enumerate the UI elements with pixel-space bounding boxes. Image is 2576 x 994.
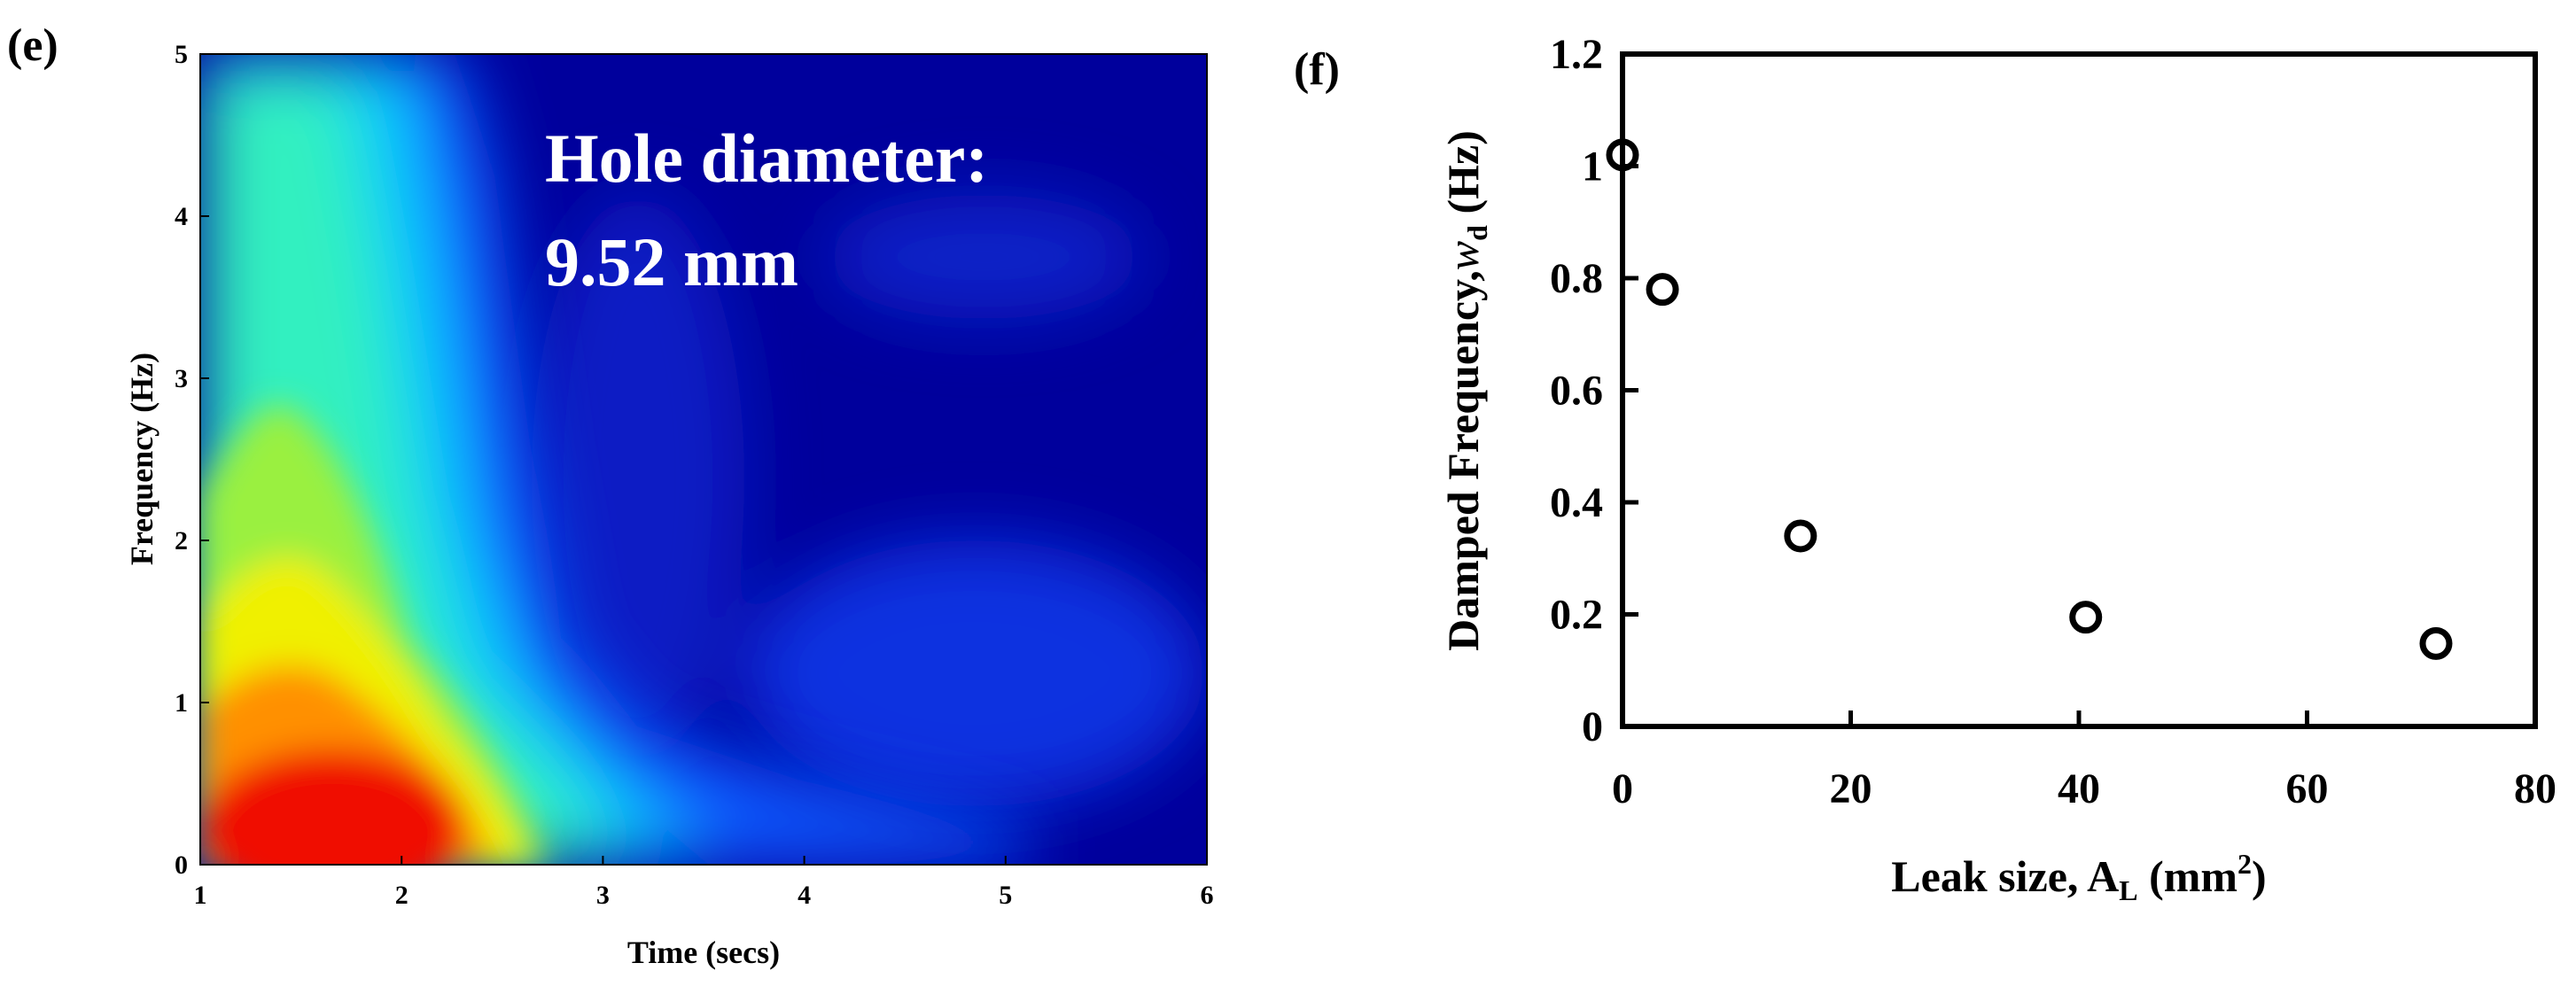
scatter-point [1646,273,1679,307]
heatmap-x-tick-label: 3 [596,881,610,910]
heatmap-x-tick-label: 5 [999,881,1012,910]
scatter-x-tick-label: 20 [1830,765,1872,812]
scatter-x-tick-label: 0 [1612,765,1633,812]
heatmap-y-tick-label: 2 [175,526,188,555]
heatmap-x-ticks: 1 2 3 4 5 6 [194,856,1214,910]
heatmap-y-ticks: 0 1 2 3 4 5 [175,40,209,880]
scatter-x-axis-label: Leak size, AL (mm2) [1891,848,2266,906]
scatter-point [2069,601,2103,634]
scatter-y-axis-label: Damped Frequency,wd (Hz) [1438,130,1493,651]
scatter-point [1784,519,1817,553]
y-label-main: Damped Frequency, [1438,270,1488,651]
annotation-line-2: 9.52 mm [545,223,798,300]
scatter-y-tick-label: 0.6 [1550,368,1603,415]
scatter-y-tick-label: 0.8 [1550,255,1603,302]
heatmap-plot-area [200,54,1207,865]
panel-label-f: (f) [1294,44,1340,95]
heatmap-frame [199,53,1208,866]
scatter-x-tick-label: 60 [2286,765,2329,812]
heatmap-x-tick-label: 4 [798,881,811,910]
x-label-superscript: 2 [2237,848,2252,880]
heatmap-y-tick-label: 4 [175,202,188,231]
heatmap-x-tick-label: 1 [194,881,207,910]
scatter-y-tick-label: 0.2 [1550,592,1603,639]
heatmap-blob-right-top [824,195,1143,319]
scatter-x-ticks: 0 20 40 60 80 [1612,711,2557,812]
scatter-y-tick-label: 0 [1582,703,1603,750]
x-label-end: ) [2252,851,2267,901]
heatmap-y-tick-label: 0 [175,850,188,880]
scatter-point [2419,626,2453,660]
heatmap-x-tick-label: 6 [1201,881,1214,910]
heatmap-y-tick-label: 3 [175,364,188,393]
scatter-y-tick-label: 1.2 [1550,31,1603,78]
x-label-main: Leak size, A [1891,851,2119,901]
panel-label-e: (e) [7,20,58,71]
heatmap-x-tick-label: 2 [395,881,409,910]
y-label-subscript: d [1461,225,1493,241]
annotation-line-1: Hole diameter: [545,120,988,197]
x-label-subscript: L [2119,874,2137,906]
scatter-x-tick-label: 40 [2058,765,2100,812]
scatter-points [1606,138,2453,660]
y-label-unit: (Hz) [1438,130,1488,225]
heatmap-y-tick-label: 5 [175,40,188,69]
scatter-y-tick-label: 1 [1582,144,1603,190]
scatter-y-ticks: 0 0.2 0.4 0.6 0.8 1 1.2 [1550,31,1638,750]
scatter-x-tick-label: 80 [2514,765,2557,812]
heatmap-y-tick-label: 1 [175,688,188,718]
y-label-variable: w [1438,241,1488,270]
x-label-unit: (mm [2138,851,2237,901]
heatmap-blob-right-low [744,540,1205,806]
heatmap-y-axis-label: Frequency (Hz) [124,353,160,565]
scatter-y-tick-label: 0.4 [1550,479,1603,526]
heatmap-blob-middle [532,195,744,762]
heatmap-peak-red [200,749,465,865]
heatmap-x-axis-label: Time (secs) [627,935,780,970]
scatter-point [1606,138,1639,172]
